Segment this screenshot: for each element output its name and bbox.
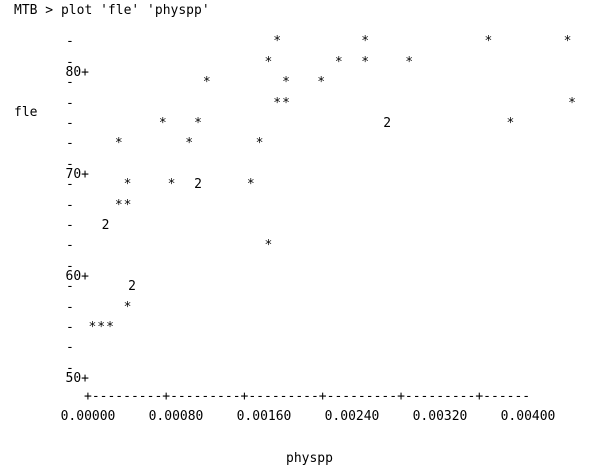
y-minor-tick: -	[66, 340, 74, 356]
data-point: *	[167, 177, 176, 193]
y-axis-label: fle	[14, 105, 38, 120]
data-point: *	[563, 34, 572, 50]
y-minor-tick: -	[66, 258, 74, 274]
y-minor-tick: -	[66, 218, 74, 233]
command-line: MTB > plot 'fle' 'physpp'	[14, 3, 210, 18]
data-point: *	[568, 95, 576, 111]
data-point: *	[97, 320, 106, 335]
data-point: *	[123, 299, 132, 315]
data-point: *	[282, 95, 290, 111]
y-minor-tick: -	[66, 156, 74, 172]
data-point: *	[158, 116, 167, 131]
data-point: *	[114, 136, 123, 152]
data-point: *	[106, 320, 114, 335]
x-tick-label: 0.00320	[412, 409, 468, 424]
y-minor-tick: -	[66, 299, 74, 315]
x-tick-label: 0.00080	[148, 409, 204, 424]
data-point: *	[317, 75, 326, 91]
data-point: *	[273, 34, 282, 50]
y-minor-tick: -	[66, 116, 74, 131]
data-point: *	[405, 54, 414, 70]
y-minor-tick: -	[66, 238, 74, 254]
x-tick-label: 0.00240	[324, 409, 380, 424]
y-minor-tick: -	[66, 197, 74, 213]
y-minor-tick: -	[66, 34, 74, 50]
y-minor-tick: -	[66, 95, 74, 111]
data-point: *	[484, 34, 493, 50]
data-point: *	[264, 238, 273, 254]
y-minor-tick: -	[66, 320, 74, 335]
x-tick-label: 0.00400	[500, 409, 556, 424]
y-minor-tick: -	[66, 177, 74, 193]
x-axis-line: +---------+---------+---------+---------…	[84, 389, 531, 404]
data-point: *	[123, 177, 132, 193]
data-point: *	[194, 116, 202, 131]
data-point: 2	[128, 279, 136, 295]
y-tick-label: 80+	[65, 65, 89, 80]
y-minor-tick: -	[66, 136, 74, 152]
y-minor-tick: -	[66, 279, 74, 295]
y-tick-label: 50+	[65, 371, 89, 386]
y-tick-label: 60+	[65, 269, 89, 284]
data-point: *	[506, 116, 515, 131]
data-point: 2	[101, 218, 110, 233]
x-tick-label: 0.00160	[236, 409, 292, 424]
data-point: 2	[383, 116, 392, 131]
data-point: *	[255, 136, 264, 152]
data-point: *	[282, 75, 290, 91]
y-minor-tick: -	[66, 360, 74, 376]
y-minor-tick: -	[66, 75, 74, 91]
data-point: *	[123, 197, 132, 213]
data-point: *	[361, 54, 370, 70]
data-point: *	[334, 54, 343, 70]
data-point: *	[273, 95, 282, 111]
data-point: *	[202, 75, 211, 91]
data-point: 2	[194, 177, 202, 193]
data-point: *	[88, 320, 97, 335]
x-axis-label: physpp	[286, 451, 333, 466]
y-minor-tick: -	[66, 54, 74, 70]
y-tick-label: 70+	[65, 167, 89, 182]
data-point: *	[185, 136, 194, 152]
data-point: *	[114, 197, 123, 213]
data-point: *	[246, 177, 255, 193]
data-point: *	[264, 54, 273, 70]
data-point: *	[361, 34, 370, 50]
x-tick-label: 0.00000	[60, 409, 116, 424]
